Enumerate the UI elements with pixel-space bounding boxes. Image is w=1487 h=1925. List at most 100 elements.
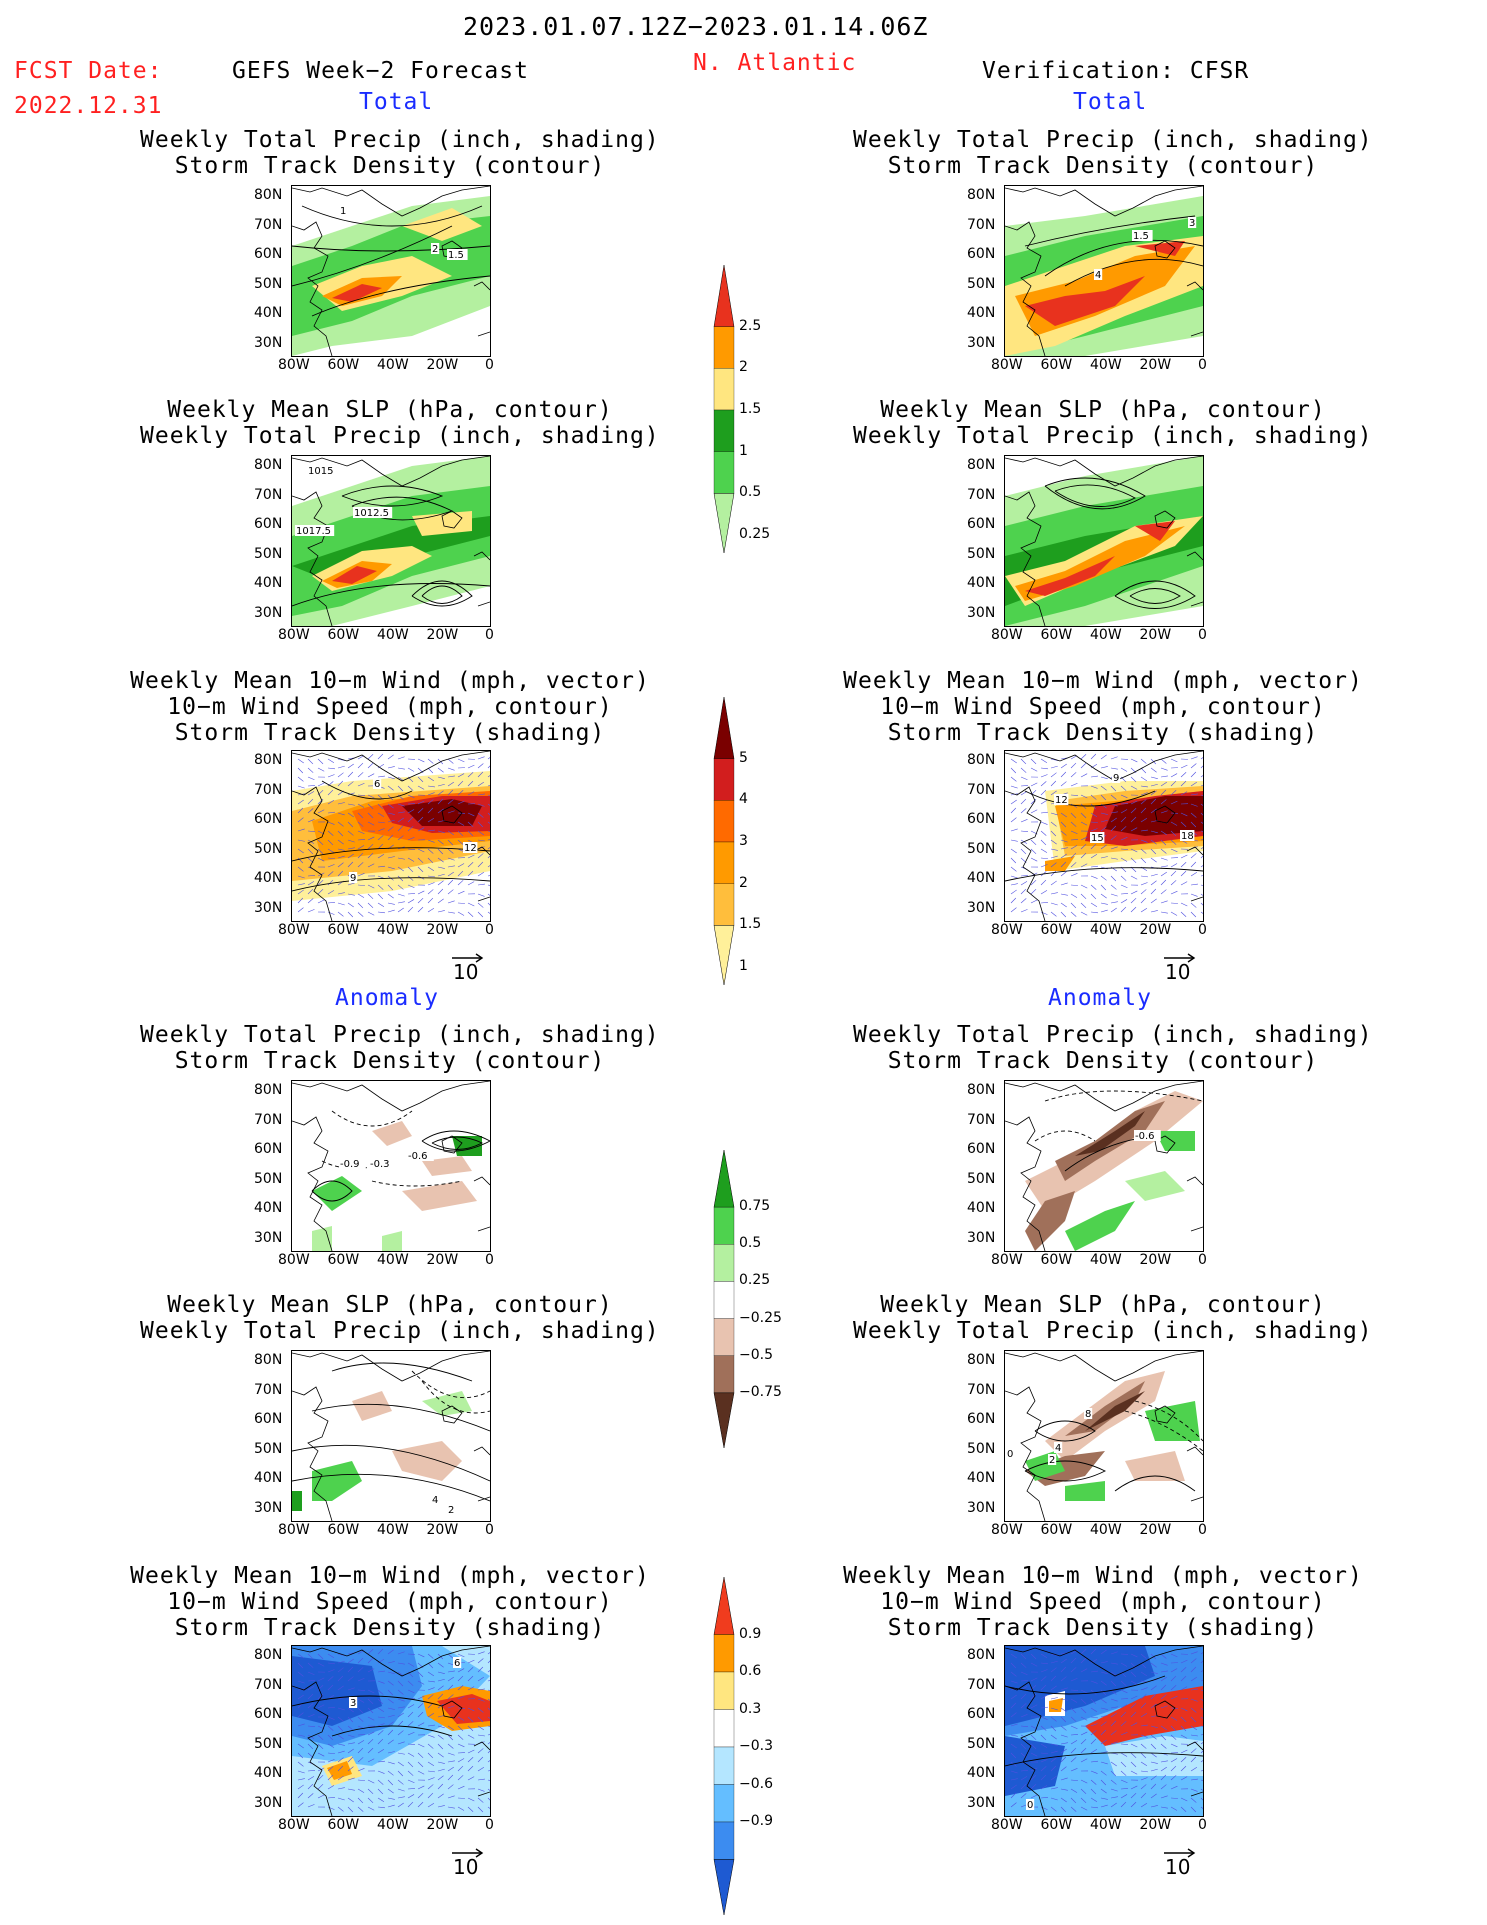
wind-vector bbox=[327, 1716, 335, 1720]
wind-vector bbox=[1110, 1662, 1118, 1665]
wind-vector bbox=[487, 1689, 490, 1691]
wind-vector bbox=[377, 1788, 384, 1795]
lat-tick: 30N bbox=[967, 899, 996, 916]
contour-line bbox=[431, 1136, 484, 1150]
wind-vector bbox=[1120, 836, 1128, 841]
wind-vector bbox=[357, 852, 364, 859]
wind-vector bbox=[1130, 785, 1138, 790]
wind-vector bbox=[447, 830, 454, 836]
wind-vector bbox=[387, 1689, 394, 1696]
lat-tick: 80N bbox=[967, 752, 996, 768]
wind-vector bbox=[437, 1768, 445, 1772]
wind-vector bbox=[1110, 846, 1118, 850]
wind-vector bbox=[1150, 1805, 1158, 1808]
wind-vector bbox=[1160, 1766, 1167, 1772]
wind-vector bbox=[1170, 1765, 1177, 1772]
wind-vector bbox=[1070, 1747, 1077, 1754]
title-line: Weekly Total Precip (inch, shading) bbox=[853, 1318, 1373, 1344]
wind-vector bbox=[347, 1658, 354, 1664]
wind-vector bbox=[307, 1783, 314, 1790]
wind-vector bbox=[447, 1766, 454, 1772]
wind-vector bbox=[327, 1706, 335, 1709]
total-label-left: Total bbox=[359, 89, 434, 115]
wind-vector bbox=[387, 819, 395, 823]
wind-vector bbox=[337, 862, 344, 868]
wind-vector bbox=[1090, 1770, 1098, 1774]
title-line: Storm Track Density (contour) bbox=[174, 1048, 606, 1074]
wind-vector bbox=[357, 794, 366, 796]
wind-vector bbox=[467, 821, 474, 827]
lat-tick: 70N bbox=[254, 781, 283, 798]
wind-vector bbox=[1080, 754, 1087, 760]
shading-region bbox=[332, 566, 377, 584]
wind-vector bbox=[297, 1752, 304, 1759]
title-r3: Weekly Mean 10−m Wind (mph, vector) 10−m… bbox=[823, 668, 1383, 746]
wind-vector bbox=[367, 754, 374, 760]
wind-vector bbox=[367, 1747, 374, 1754]
wind-vector bbox=[377, 1723, 385, 1727]
wind-vector bbox=[347, 821, 354, 828]
wind-vector bbox=[1170, 1775, 1177, 1781]
wind-vector bbox=[1170, 1797, 1179, 1799]
wind-vector bbox=[457, 790, 464, 796]
shading-region bbox=[312, 1461, 362, 1501]
wind-vector bbox=[1050, 1716, 1057, 1722]
wind-vector bbox=[377, 1806, 385, 1809]
wind-vector bbox=[297, 1734, 305, 1737]
wind-vector bbox=[477, 871, 485, 877]
wind-vector bbox=[1030, 899, 1038, 904]
wind-vector bbox=[387, 1761, 395, 1765]
wind-vector bbox=[337, 1775, 344, 1781]
wind-vector bbox=[407, 857, 415, 862]
wind-vector bbox=[1050, 1675, 1057, 1682]
contour-label: 2 bbox=[448, 1505, 454, 1516]
wind-vector bbox=[1070, 902, 1077, 909]
wind-vector bbox=[1170, 1725, 1177, 1732]
wind-vector bbox=[307, 898, 314, 904]
wind-vector bbox=[317, 1693, 324, 1700]
wind-vector bbox=[417, 1711, 424, 1718]
wind-vector bbox=[1200, 1689, 1203, 1691]
wind-vector bbox=[1010, 848, 1017, 854]
wind-vector bbox=[387, 893, 394, 899]
wind-vector bbox=[1200, 839, 1203, 841]
lon-tick: 80W bbox=[991, 627, 1023, 643]
contour-line bbox=[421, 1380, 490, 1414]
contour-line bbox=[331, 1110, 413, 1127]
wind-vector bbox=[307, 808, 314, 814]
lat-tick: 80N bbox=[967, 457, 996, 473]
wind-vector bbox=[1160, 1760, 1168, 1763]
wind-vector bbox=[477, 1725, 485, 1731]
wind-vector bbox=[1020, 785, 1028, 787]
wind-vector bbox=[477, 883, 485, 886]
wind-vector bbox=[1080, 1689, 1088, 1694]
coastline bbox=[1005, 1646, 1203, 1816]
wind-vector bbox=[397, 1770, 404, 1777]
lon-tick: 0 bbox=[1198, 357, 1207, 373]
lat-tick: 40N bbox=[254, 870, 283, 886]
colorbar-label: 3 bbox=[739, 833, 748, 849]
wind-vector bbox=[367, 1698, 374, 1705]
wind-vector bbox=[377, 1716, 385, 1719]
wind-vector bbox=[457, 902, 466, 904]
wind-vector bbox=[427, 1734, 435, 1738]
wind-vector bbox=[477, 1658, 484, 1664]
wind-vector bbox=[327, 1734, 334, 1741]
coastline bbox=[292, 1351, 490, 1521]
wind-vector bbox=[1100, 1680, 1107, 1686]
wind-vector bbox=[407, 1743, 416, 1745]
wind-vector bbox=[1080, 1806, 1088, 1811]
colorbar-swatch bbox=[713, 841, 735, 884]
lat-tick: 40N bbox=[967, 1470, 996, 1486]
contour-line bbox=[1114, 580, 1196, 609]
lon-tick: 40W bbox=[1090, 357, 1122, 373]
wind-vector bbox=[1180, 1776, 1188, 1781]
wind-vector bbox=[367, 863, 375, 868]
lat-tick: 60N bbox=[967, 516, 996, 532]
colorbar-swatch bbox=[713, 409, 735, 452]
wind-vector bbox=[447, 799, 454, 805]
wind-vector bbox=[447, 1784, 454, 1790]
colorbar-label: 0.25 bbox=[739, 526, 771, 542]
colorbar-label: 1 bbox=[739, 442, 748, 459]
wind-vector bbox=[1030, 1743, 1037, 1750]
